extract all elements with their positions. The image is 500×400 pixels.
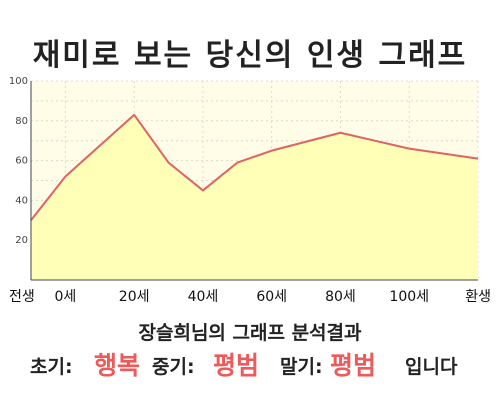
result-title: 장슬희님의 그래프 분석결과	[138, 322, 362, 344]
series-line	[30, 113, 479, 221]
y-tick-label: 60	[15, 156, 28, 167]
area-fill	[31, 114, 478, 280]
result-line: 초기: 행복 중기: 평범 말기: 평범 입니다	[0, 344, 500, 384]
y-axis-ticks: 20 40 60 80 100	[9, 76, 28, 246]
late-label: 말기:	[280, 356, 323, 378]
mid-value: 평범	[213, 351, 260, 380]
x-tick-label: 100세	[389, 289, 429, 305]
x-axis-ticks: 전생 0세 20세 40세 60세 80세 100세 환생	[9, 289, 491, 305]
result-suffix: 입니다	[405, 356, 458, 378]
x-tick-label: 0세	[54, 289, 76, 305]
y-tick-label: 40	[15, 195, 28, 206]
late-value: 평범	[330, 351, 377, 380]
area-layer	[30, 113, 479, 280]
y-tick-label: 100	[9, 76, 28, 87]
early-label: 초기:	[30, 356, 73, 378]
y-tick-label: 20	[15, 235, 28, 246]
x-tick-label: 20세	[119, 289, 150, 305]
x-tick-label: 전생	[9, 289, 35, 305]
x-tick-label: 80세	[325, 289, 356, 305]
y-tick-label: 80	[15, 116, 28, 127]
x-tick-label: 40세	[188, 289, 219, 305]
early-value: 행복	[94, 351, 141, 380]
mid-label: 중기:	[152, 356, 195, 378]
page-title: 재미로 보는 당신의 인생 그래프	[32, 38, 468, 73]
x-tick-label: 환생	[465, 289, 491, 305]
x-tick-label: 60세	[256, 289, 287, 305]
